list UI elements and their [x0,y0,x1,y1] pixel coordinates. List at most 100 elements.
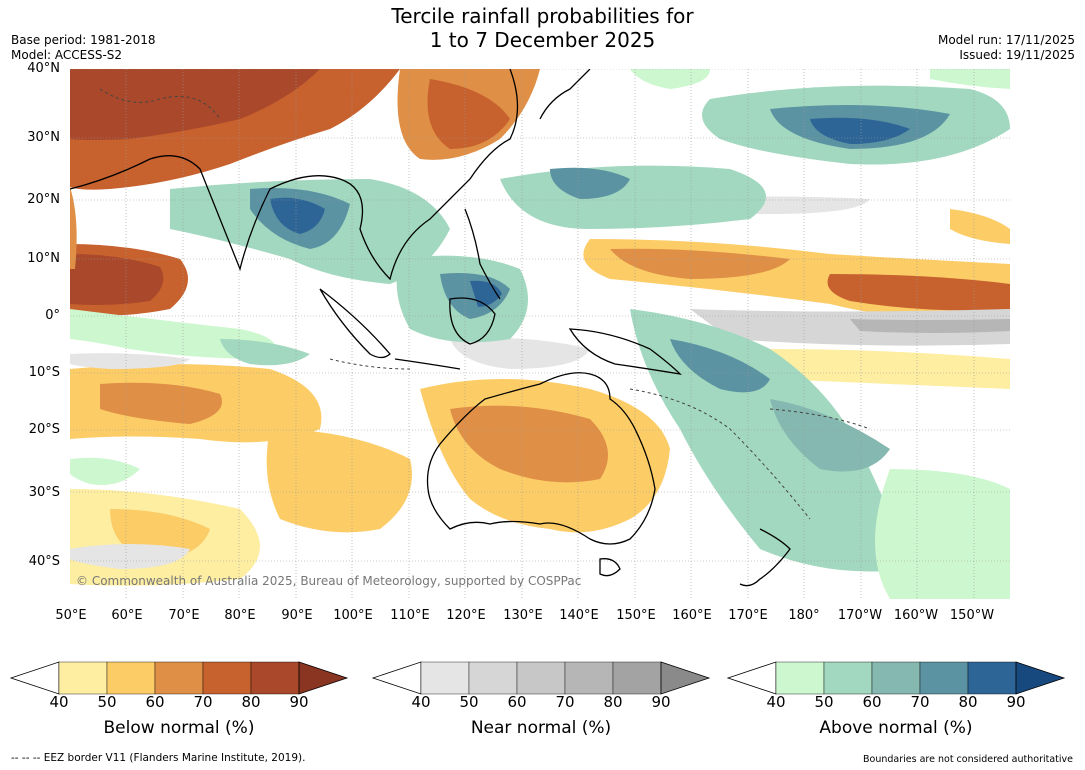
near-normal-swatch-80 [612,661,662,695]
above-normal-swatch-70 [919,661,969,695]
model-run-text: Model run: 17/11/2025 [937,33,1075,47]
near-normal-title: Near normal (%) [470,718,612,738]
above-normal-tick: 80 [958,693,978,711]
above-normal-swatch-80 [967,661,1017,695]
above-normal-swatch-60 [871,661,921,695]
lat-label-10n: 10°N [27,251,60,266]
lon-label-170e: 170°E [728,608,768,623]
philippines-coastline [464,208,501,300]
lon-label-120e: 120°E [446,608,486,623]
eez-borders [99,88,871,520]
colorbar-near-normal [372,661,711,695]
near-normal-swatch-50 [468,661,518,695]
colorbar-below-normal [10,661,349,695]
new-guinea-coastline [568,328,682,375]
below-normal-tick: 90 [289,693,309,711]
below-normal-tick: 60 [145,693,165,711]
above-normal-high-arrow [1015,661,1066,695]
above-normal-tick: 40 [766,693,786,711]
near-normal-tick: 90 [651,693,671,711]
meta-left: Base period: 1981-2018 Model: ACCESS-S2 [11,33,156,63]
japan-coastline [539,69,591,120]
above-normal-tick: 50 [814,693,834,711]
near-normal-swatch-70 [564,661,614,695]
lon-label-180: 180° [788,608,820,623]
lon-label-170w: 170°W [837,608,883,623]
above-normal-low-arrow [727,661,777,695]
below-normal-tick: 70 [193,693,213,711]
below-normal-swatch-40 [58,661,108,695]
near-normal-tick: 60 [507,693,527,711]
colorbar-above-normal [727,661,1066,695]
near-normal-tick: 70 [555,693,575,711]
chart-title: Tercile rainfall probabilities for 1 to … [0,4,1085,52]
above-normal-swatch-40 [775,661,825,695]
below-normal-swatch-80 [250,661,300,695]
above-normal-title: Above normal (%) [819,718,973,738]
below-normal-low-arrow [10,661,60,695]
lat-label-40s: 40°S [28,554,60,569]
near-normal-tick: 80 [603,693,623,711]
below-normal-high-arrow [298,661,349,695]
above-normal-regions [70,69,1010,599]
map-panel [70,69,1010,599]
near-normal-high-arrow [660,661,711,695]
meta-right: Model run: 17/11/2025 Issued: 19/11/2025 [938,33,1075,63]
eez-note: -- -- -- EEZ border V11 (Flanders Marine… [11,752,306,764]
below-normal-regions [70,69,1010,586]
coastlines [70,69,791,587]
lon-label-90e: 90°E [281,608,313,623]
lon-label-100e: 100°E [333,608,373,623]
boundaries-note: Boundaries are not considered authoritat… [863,754,1073,765]
lon-label-60e: 60°E [111,608,143,623]
sumatra-coastline [319,288,391,359]
below-normal-tick: 80 [241,693,261,711]
below-normal-swatch-60 [154,661,204,695]
lon-label-70e: 70°E [168,608,200,623]
near-normal-tick: 40 [411,693,431,711]
lon-label-50e: 50°E [55,608,87,623]
java-coastline [394,358,461,370]
lon-label-150e: 150°E [616,608,656,623]
near-normal-tick: 50 [459,693,479,711]
near-normal-low-arrow [372,661,422,695]
lon-label-150w: 150°W [949,608,995,623]
model-text: Model: ACCESS-S2 [11,48,123,62]
lat-label-10s: 10°S [28,365,60,380]
above-normal-swatch-50 [823,661,873,695]
below-normal-swatch-70 [202,661,252,695]
asia-coastline [70,69,519,281]
borneo-coastline [449,297,496,345]
title-line-1: Tercile rainfall probabilities for [391,4,694,28]
issued-text: Issued: 19/11/2025 [959,48,1075,62]
tasmania-coastline [599,558,621,577]
lon-label-130e: 130°E [503,608,543,623]
below-normal-title: Below normal (%) [103,718,255,738]
lat-label-30s: 30°S [28,485,60,500]
lat-label-0: 0° [45,308,60,323]
above-normal-tick: 70 [910,693,930,711]
graticule [70,69,1010,599]
below-normal-tick: 50 [97,693,117,711]
lon-label-140e: 140°E [559,608,599,623]
rainfall-map [70,69,1010,599]
copyright-text: © Commonwealth of Australia 2025, Bureau… [76,574,582,588]
lat-label-40n: 40°N [27,61,60,76]
lon-label-160w: 160°W [893,608,939,623]
lat-label-30n: 30°N [27,130,60,145]
above-normal-tick: 60 [862,693,882,711]
lon-label-110e: 110°E [390,608,430,623]
lon-label-80e: 80°E [224,608,256,623]
new-zealand-coastline [739,528,791,587]
below-normal-tick: 40 [49,693,69,711]
near-normal-swatch-40 [420,661,470,695]
below-normal-swatch-50 [106,661,156,695]
title-line-2: 1 to 7 December 2025 [429,28,656,52]
lon-label-160e: 160°E [672,608,712,623]
australia-coastline [426,372,656,545]
lat-label-20s: 20°S [28,422,60,437]
above-normal-tick: 90 [1006,693,1026,711]
base-period-text: Base period: 1981-2018 [11,33,156,47]
lat-label-20n: 20°N [27,192,60,207]
near-normal-swatch-60 [516,661,566,695]
